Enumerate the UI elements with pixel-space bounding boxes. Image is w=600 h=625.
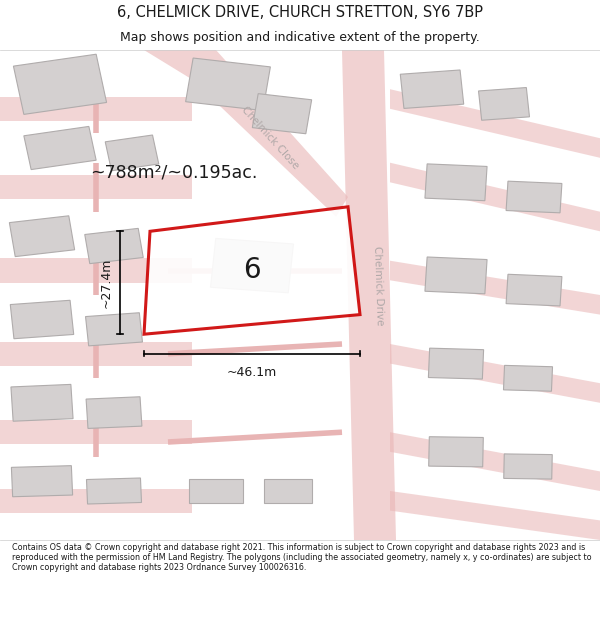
Text: Map shows position and indicative extent of the property.: Map shows position and indicative extent… (120, 31, 480, 44)
Polygon shape (0, 175, 192, 199)
Polygon shape (13, 54, 107, 114)
Text: ~46.1m: ~46.1m (227, 366, 277, 379)
Polygon shape (428, 437, 484, 467)
Polygon shape (390, 89, 600, 158)
Polygon shape (400, 70, 464, 108)
Polygon shape (10, 300, 74, 339)
Polygon shape (264, 479, 312, 503)
Polygon shape (211, 238, 293, 292)
Text: Chelmick Close: Chelmick Close (239, 105, 301, 171)
Polygon shape (10, 216, 74, 257)
Polygon shape (86, 312, 142, 346)
Text: ~788m²/~0.195ac.: ~788m²/~0.195ac. (90, 164, 257, 181)
Polygon shape (144, 207, 360, 334)
Polygon shape (253, 94, 311, 134)
Polygon shape (425, 257, 487, 294)
Polygon shape (85, 228, 143, 264)
Polygon shape (189, 479, 243, 503)
Text: Contains OS data © Crown copyright and database right 2021. This information is : Contains OS data © Crown copyright and d… (12, 542, 592, 572)
Polygon shape (105, 135, 159, 171)
Polygon shape (428, 348, 484, 379)
Polygon shape (185, 58, 271, 111)
Polygon shape (425, 164, 487, 201)
Polygon shape (0, 258, 192, 282)
Polygon shape (503, 366, 553, 391)
Polygon shape (504, 454, 552, 479)
Polygon shape (24, 126, 96, 169)
Text: Chelmick Drive: Chelmick Drive (371, 245, 385, 325)
Text: ~27.4m: ~27.4m (100, 258, 113, 308)
Polygon shape (390, 162, 600, 231)
Polygon shape (11, 384, 73, 421)
Polygon shape (342, 50, 396, 540)
Polygon shape (86, 478, 142, 504)
Polygon shape (390, 261, 600, 314)
Polygon shape (390, 432, 600, 491)
Polygon shape (144, 50, 348, 217)
Polygon shape (390, 491, 600, 540)
Polygon shape (0, 420, 192, 444)
Polygon shape (0, 341, 192, 366)
Polygon shape (11, 466, 73, 497)
Polygon shape (506, 181, 562, 213)
Polygon shape (479, 88, 529, 120)
Polygon shape (86, 397, 142, 428)
Text: 6: 6 (243, 256, 261, 284)
Polygon shape (0, 96, 192, 121)
Polygon shape (506, 274, 562, 306)
Text: 6, CHELMICK DRIVE, CHURCH STRETTON, SY6 7BP: 6, CHELMICK DRIVE, CHURCH STRETTON, SY6 … (117, 5, 483, 20)
Polygon shape (0, 489, 192, 513)
Polygon shape (390, 344, 600, 402)
